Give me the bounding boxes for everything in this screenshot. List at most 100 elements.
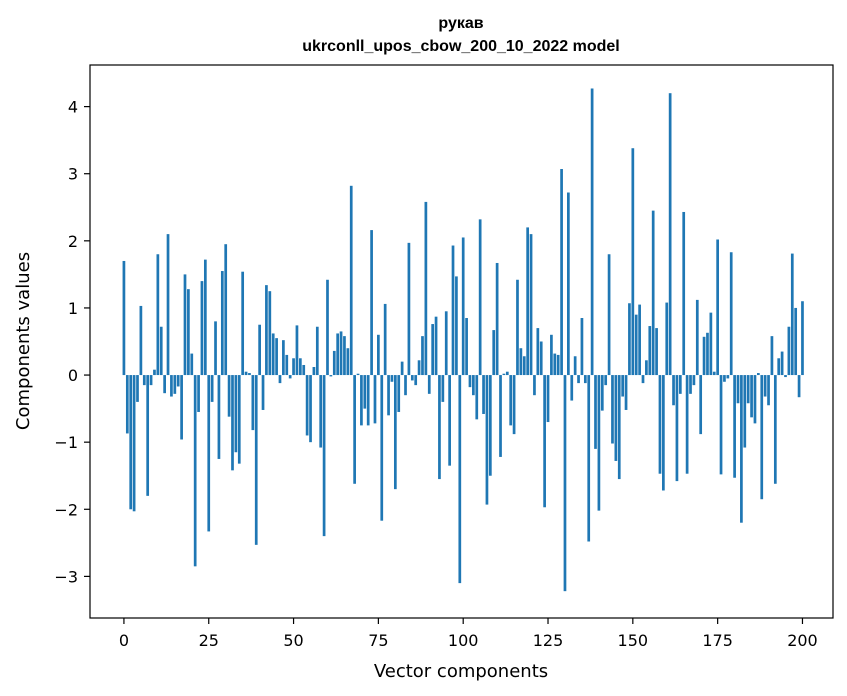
- y-tick-label: 3: [68, 165, 78, 184]
- bar: [750, 375, 753, 418]
- bar: [163, 375, 166, 394]
- bar: [176, 375, 180, 387]
- bar: [621, 375, 625, 397]
- bar: [512, 375, 516, 435]
- bar: [149, 375, 153, 386]
- bar: [407, 242, 411, 376]
- bar: [434, 316, 438, 376]
- bar: [712, 371, 716, 376]
- y-tick-label: −2: [54, 500, 78, 519]
- bar: [611, 375, 614, 444]
- bar: [180, 375, 183, 440]
- bar: [499, 375, 502, 457]
- bar: [600, 375, 604, 411]
- bar: [254, 375, 258, 545]
- bar: [139, 305, 143, 376]
- bar: [757, 373, 760, 376]
- bar: [217, 375, 221, 459]
- x-tick-label: 25: [199, 631, 219, 650]
- bar: [522, 356, 526, 376]
- x-tick-label: 200: [787, 631, 818, 650]
- bar: [200, 281, 204, 376]
- bar: [573, 356, 577, 376]
- bar: [655, 328, 658, 376]
- bar: [448, 375, 451, 466]
- bar: [553, 353, 557, 376]
- bar: [214, 321, 217, 376]
- bar: [492, 330, 496, 376]
- bar: [156, 254, 160, 376]
- bar: [539, 341, 543, 376]
- bar: [482, 375, 485, 414]
- bar: [533, 375, 536, 396]
- bar: [373, 375, 377, 424]
- chart-subtitle: ukrconll_upos_cbow_200_10_2022 model: [302, 38, 619, 55]
- bar: [790, 253, 794, 376]
- bar: [628, 303, 631, 376]
- y-tick-label: 4: [68, 98, 78, 117]
- bar: [801, 301, 804, 376]
- bar: [695, 299, 699, 376]
- bar: [410, 375, 414, 381]
- bar: [285, 354, 289, 376]
- x-axis-label: Vector components: [374, 661, 548, 682]
- bar: [190, 353, 194, 376]
- bar: [546, 375, 550, 423]
- bar: [740, 375, 743, 523]
- bar: [170, 375, 173, 397]
- bar: [787, 326, 791, 376]
- bar: [203, 259, 207, 376]
- bar: [478, 219, 482, 376]
- bar: [760, 375, 764, 500]
- bar: [461, 237, 465, 376]
- bar: [166, 234, 170, 376]
- bar: [590, 88, 594, 376]
- bar: [648, 326, 652, 376]
- bar: [258, 324, 261, 376]
- bar: [614, 375, 618, 461]
- bar: [275, 338, 278, 376]
- bar: [305, 375, 309, 436]
- bar: [780, 351, 784, 376]
- bar: [529, 234, 533, 376]
- bar: [472, 375, 475, 396]
- bar: [339, 331, 343, 376]
- bar: [645, 360, 648, 376]
- bar: [224, 244, 228, 376]
- bar: [380, 375, 384, 521]
- bar: [366, 375, 370, 426]
- bar: [502, 373, 506, 376]
- bar: [607, 254, 611, 376]
- bar: [278, 375, 282, 384]
- bar: [624, 375, 628, 410]
- bar: [390, 375, 394, 382]
- bar: [427, 375, 431, 394]
- bar: [370, 230, 373, 376]
- bar: [377, 334, 380, 376]
- bar: [207, 375, 211, 532]
- x-tick-label: 0: [119, 631, 129, 650]
- bar: [319, 375, 323, 448]
- bar: [220, 271, 224, 376]
- bar: [709, 312, 713, 376]
- x-axis-ticks: 0 25 50 75 100 125 150 175 200: [119, 618, 818, 650]
- bar: [387, 375, 390, 416]
- bar: [465, 318, 468, 376]
- bar: [577, 375, 580, 384]
- bar: [424, 201, 428, 376]
- bar: [570, 375, 574, 401]
- x-tick-label: 150: [618, 631, 649, 650]
- bar: [597, 375, 601, 511]
- bar: [773, 375, 777, 484]
- bar: [556, 354, 560, 376]
- bar: [261, 375, 265, 410]
- bar: [536, 328, 540, 376]
- bar: [702, 336, 706, 376]
- bar: [729, 252, 733, 376]
- bar: [295, 325, 299, 376]
- bar: [363, 375, 367, 409]
- bar: [746, 375, 750, 404]
- bar: [241, 271, 245, 376]
- bar: [689, 375, 692, 394]
- bar: [441, 375, 445, 402]
